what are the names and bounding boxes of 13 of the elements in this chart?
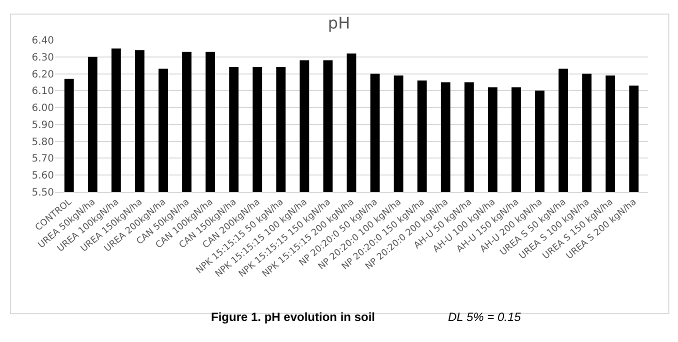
y-tick-label: 6.10 bbox=[32, 86, 54, 98]
y-tick-label: 5.90 bbox=[32, 120, 54, 131]
caption: Figure 1. pH evolution in soil bbox=[211, 310, 376, 324]
y-tick-label: 5.60 bbox=[32, 170, 54, 182]
y-tick-label: 6.00 bbox=[32, 103, 54, 114]
y-tick-label: 5.50 bbox=[32, 188, 54, 198]
y-tick-label: 5.70 bbox=[32, 154, 54, 165]
text: DL 5% = 0.15 bbox=[448, 310, 522, 324]
y-tick-label: 6.40 bbox=[32, 36, 54, 46]
y-tick-label: 6.30 bbox=[32, 52, 54, 64]
y-tick-label: 6.20 bbox=[32, 69, 54, 80]
chart-title: pH bbox=[328, 13, 350, 32]
y-tick-label: 5.80 bbox=[32, 136, 54, 148]
